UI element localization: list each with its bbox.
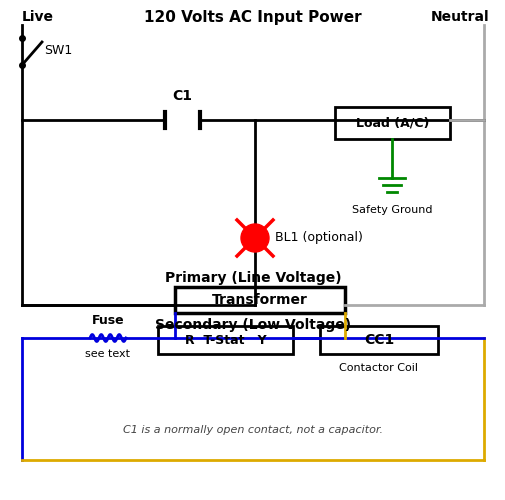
Text: Safety Ground: Safety Ground <box>351 205 432 215</box>
Text: CC1: CC1 <box>363 333 393 347</box>
FancyBboxPatch shape <box>175 287 344 313</box>
Text: 120 Volts AC Input Power: 120 Volts AC Input Power <box>144 10 361 25</box>
Text: BL1 (optional): BL1 (optional) <box>274 232 362 244</box>
Text: Primary (Line Voltage): Primary (Line Voltage) <box>164 271 341 285</box>
FancyBboxPatch shape <box>334 107 449 139</box>
FancyBboxPatch shape <box>158 326 292 354</box>
Text: Transformer: Transformer <box>212 293 308 307</box>
Text: Neutral: Neutral <box>430 10 488 24</box>
Text: SW1: SW1 <box>44 44 72 57</box>
Text: Live: Live <box>22 10 54 24</box>
Text: C1: C1 <box>172 89 191 103</box>
FancyBboxPatch shape <box>319 326 437 354</box>
Text: see text: see text <box>85 349 130 359</box>
Text: C1 is a normally open contact, not a capacitor.: C1 is a normally open contact, not a cap… <box>123 425 382 435</box>
Text: Contactor Coil: Contactor Coil <box>339 363 418 373</box>
Text: R  T-Stat   Y: R T-Stat Y <box>184 334 266 346</box>
Circle shape <box>240 224 269 252</box>
Text: Load (A/C): Load (A/C) <box>355 116 428 130</box>
Text: Fuse: Fuse <box>91 314 124 326</box>
Text: Secondary (Low Voltage): Secondary (Low Voltage) <box>155 318 350 332</box>
